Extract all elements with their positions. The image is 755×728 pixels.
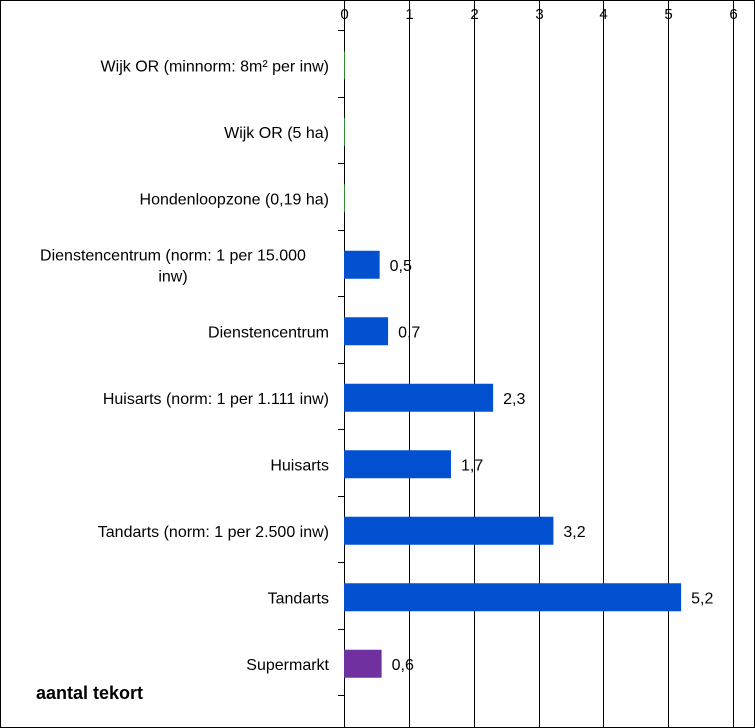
x-tick-label: 3 — [535, 6, 543, 23]
category-label: Dienstencentrum — [208, 324, 329, 341]
category-label: Wijk OR (minnorm: 8m² per inw) — [101, 58, 329, 75]
x-tick-label: 0 — [340, 6, 348, 23]
data-labels: 0,5 0,7 2,3 1,7 3,2 5,2 0,6 — [390, 258, 714, 674]
data-label: 3,2 — [563, 524, 585, 541]
bars — [344, 51, 682, 678]
category-label: Tandarts — [268, 590, 329, 607]
category-label: Dienstencentrum (norm: 1 per 15.000 inw) — [40, 247, 306, 285]
category-label: Tandarts (norm: 1 per 2.500 inw) — [98, 524, 329, 541]
data-label: 5,2 — [691, 590, 713, 607]
bar — [344, 184, 345, 213]
bar — [344, 516, 554, 545]
bar — [344, 450, 451, 479]
x-tick-label: 5 — [664, 6, 672, 23]
data-label: 0,5 — [390, 258, 412, 275]
bar — [344, 649, 382, 678]
bar — [344, 250, 380, 279]
x-axis-ticks: 0 1 2 3 4 5 6 — [338, 6, 738, 696]
category-label: Supermarkt — [246, 657, 329, 674]
category-label: Hondenloopzone (0,19 ha) — [140, 191, 329, 208]
data-label: 0,7 — [398, 324, 420, 341]
bar — [344, 383, 494, 412]
category-label: Huisarts — [270, 457, 329, 474]
data-label: 1,7 — [461, 457, 483, 474]
bar — [344, 117, 345, 146]
grid-lines — [344, 0, 734, 728]
x-tick-label: 2 — [470, 6, 478, 23]
data-label: 0,6 — [392, 657, 414, 674]
chart-title: aantal tekort — [36, 683, 143, 703]
x-tick-label: 1 — [405, 6, 413, 23]
bar — [344, 51, 345, 80]
category-label: Wijk OR (5 ha) — [224, 125, 329, 142]
x-tick-label: 4 — [599, 6, 607, 23]
bar — [344, 317, 389, 346]
x-tick-label: 6 — [729, 6, 737, 23]
data-label: 2,3 — [503, 391, 525, 408]
category-labels: Wijk OR (minnorm: 8m² per inw) Wijk OR (5… — [40, 58, 330, 674]
bar — [344, 583, 682, 612]
category-label: Huisarts (norm: 1 per 1.111 inw) — [103, 391, 329, 408]
